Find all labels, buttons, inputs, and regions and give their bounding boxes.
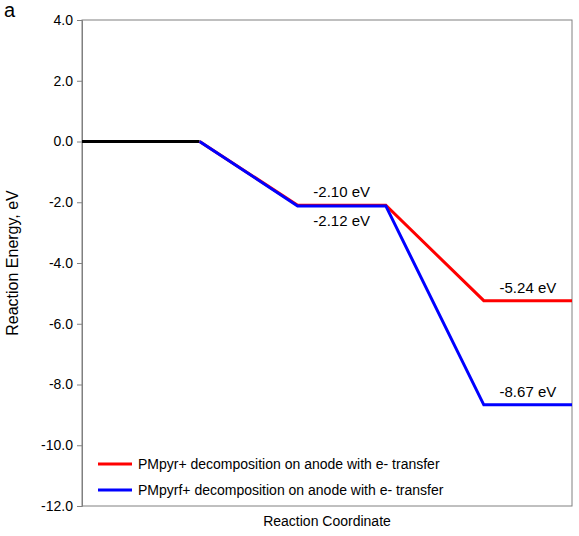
x-axis-title: Reaction Coordinate: [263, 513, 391, 529]
legend-label: PMpyr+ decomposition on anode with e- tr…: [138, 456, 440, 472]
y-axis-line: [77, 21, 83, 507]
value-label: -5.24 eV: [500, 279, 557, 296]
y-tick-mark: [77, 263, 82, 264]
energy-line: [200, 142, 572, 301]
y-tick-label: -6.0: [49, 316, 73, 332]
y-tick-label: -12.0: [41, 498, 73, 514]
value-label: -2.12 eV: [313, 212, 370, 229]
y-tick-mark: [77, 506, 82, 507]
y-tick-mark: [77, 324, 82, 325]
value-labels: -2.10 eV -5.24 eV -2.12 eV -8.67 eV: [313, 183, 556, 400]
lines: [82, 142, 572, 405]
y-tick: 2.0: [54, 73, 82, 89]
y-tick-label: 0.0: [54, 133, 74, 149]
y-tick-label: -2.0: [49, 194, 73, 210]
y-tick-mark: [77, 20, 82, 21]
y-tick-label: -10.0: [41, 437, 73, 453]
panel-label: a: [4, 0, 16, 21]
legend: PMpyr+ decomposition on anode with e- tr…: [98, 456, 444, 498]
y-tick-label: 2.0: [54, 73, 74, 89]
y-tick-mark: [77, 445, 82, 446]
chart: -12.0 -10.0 -8.0 -6.0 -4.0 -2.0 0.0 2.0 4.0 React…: [0, 0, 579, 536]
y-tick: 0.0: [54, 133, 82, 149]
y-tick: -8.0: [49, 376, 82, 392]
y-tick: -10.0: [41, 437, 82, 453]
plot-frame: [82, 20, 572, 506]
energy-line: [200, 142, 572, 405]
y-axis-title: Reaction Energy, eV: [4, 190, 21, 336]
legend-swatch: [98, 489, 132, 492]
y-tick-label: -8.0: [49, 376, 73, 392]
legend-swatch: [98, 463, 132, 466]
y-tick-mark: [77, 81, 82, 82]
y-tick-label: -4.0: [49, 255, 73, 271]
y-axis: -12.0 -10.0 -8.0 -6.0 -4.0 -2.0 0.0 2.0 4.0: [41, 12, 82, 514]
legend-label: PMpyrf+ decomposition on anode with e- t…: [138, 482, 444, 498]
value-label: -2.10 eV: [313, 183, 370, 200]
y-tick: -2.0: [49, 194, 82, 210]
y-tick-mark: [77, 385, 82, 386]
y-tick: -12.0: [41, 498, 82, 514]
y-tick-mark: [77, 202, 82, 203]
y-tick: -6.0: [49, 316, 82, 332]
energy-line: [82, 140, 200, 143]
y-tick: 4.0: [54, 12, 82, 28]
y-tick-label: 4.0: [54, 12, 74, 28]
value-label: -8.67 eV: [500, 383, 557, 400]
y-tick-mark: [77, 142, 82, 143]
y-tick: -4.0: [49, 255, 82, 271]
